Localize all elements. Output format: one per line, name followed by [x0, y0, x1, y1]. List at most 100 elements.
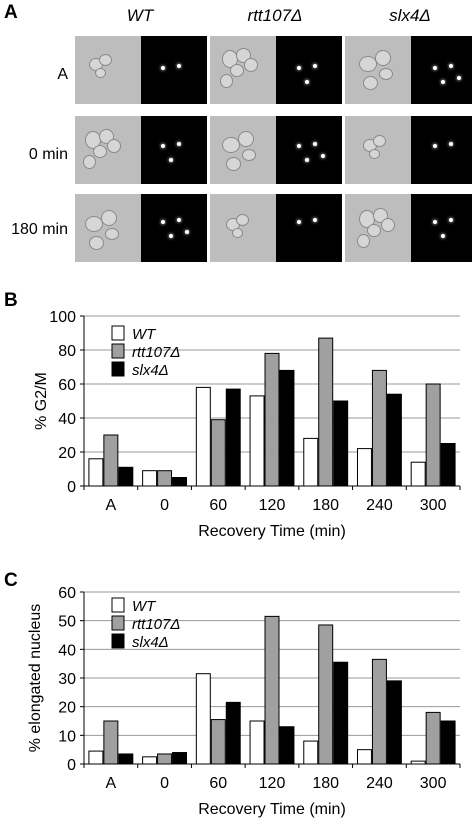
bar: [172, 752, 188, 765]
x-tick-label: 240: [366, 497, 393, 514]
x-tick-label: 300: [420, 497, 447, 514]
legend-label: WT: [132, 326, 157, 343]
bar: [303, 740, 319, 765]
nucleus-dot: [441, 80, 445, 84]
x-tick-label: 180: [312, 497, 339, 514]
fluorescence-image: [141, 194, 207, 262]
fluorescence-image: [411, 116, 472, 184]
bar: [386, 680, 402, 765]
dic-image: [210, 194, 276, 262]
y-tick-label: 20: [58, 700, 76, 717]
bar: [318, 624, 334, 765]
panel-letter-b: B: [4, 290, 18, 311]
fluorescence-image: [141, 36, 207, 104]
bar: [279, 369, 295, 487]
yeast-cell: [373, 135, 386, 147]
nucleus-dot: [177, 64, 181, 68]
yeast-cell: [101, 210, 117, 226]
x-tick-label: A: [106, 497, 117, 514]
nucleus-dot: [449, 142, 453, 146]
yeast-cell: [238, 131, 254, 147]
yeast-cell: [367, 224, 381, 237]
nucleus-dot: [313, 218, 317, 222]
y-tick-label: 0: [67, 757, 76, 774]
dic-image: [75, 36, 141, 104]
panel-letter-c: C: [4, 570, 18, 591]
y-tick-label: 0: [67, 479, 76, 496]
nucleus-dot: [449, 218, 453, 222]
y-tick-label: 80: [58, 343, 76, 360]
bar: [172, 477, 188, 487]
dic-image: [210, 116, 276, 184]
x-tick-label: 240: [366, 775, 393, 792]
yeast-cell: [107, 139, 121, 153]
nucleus-dot: [313, 142, 317, 146]
bar: [118, 466, 134, 487]
bar: [103, 434, 119, 487]
bar: [386, 393, 402, 487]
dic-image: [345, 36, 411, 104]
fluorescence-image: [276, 36, 342, 104]
bar: [440, 720, 456, 765]
dic-image: [345, 194, 411, 262]
legend-swatch: [111, 361, 125, 377]
nucleus-dot: [297, 66, 301, 70]
yeast-cell: [226, 157, 241, 171]
bar: [279, 726, 295, 765]
bar: [118, 753, 134, 765]
yeast-cell: [375, 50, 391, 66]
bar: [356, 448, 372, 487]
yeast-cell: [363, 76, 378, 90]
bar: [425, 711, 441, 765]
yeast-cell: [232, 228, 243, 238]
bar: [440, 443, 456, 487]
legend-label: rtt107Δ: [132, 344, 180, 361]
bar: [88, 458, 104, 487]
bar: [142, 756, 158, 765]
yeast-cell: [83, 155, 96, 169]
yeast-cell: [357, 234, 370, 248]
yeast-cell: [95, 68, 106, 78]
nucleus-dot: [177, 142, 181, 146]
y-tick-label: 50: [58, 614, 76, 631]
nucleus-dot: [297, 220, 301, 224]
legend-swatch: [111, 343, 125, 359]
bar: [195, 386, 211, 487]
x-tick-label: 0: [160, 497, 169, 514]
bar: [88, 750, 104, 765]
x-tick-label: 0: [160, 775, 169, 792]
yeast-cell: [105, 228, 119, 240]
bar: [318, 337, 334, 487]
yeast-cell: [369, 149, 380, 159]
nucleus-dot: [169, 234, 173, 238]
genotype-label-wt: WT: [126, 6, 154, 25]
yeast-cell: [359, 56, 377, 72]
legend-label: slx4Δ: [132, 634, 169, 651]
x-axis-label: Recovery Time (min): [198, 523, 346, 540]
x-tick-label: 180: [312, 775, 339, 792]
x-tick-label: 300: [420, 775, 447, 792]
yeast-cell: [85, 216, 103, 232]
x-axis-label: Recovery Time (min): [198, 801, 346, 818]
yeast-cell: [222, 137, 240, 153]
bar: [371, 369, 387, 487]
y-tick-label: 40: [58, 642, 76, 659]
yeast-cell: [230, 64, 244, 77]
genotype-label-rtt107: rtt107Δ: [247, 6, 303, 25]
nucleus-dot: [449, 64, 453, 68]
bar: [210, 419, 226, 487]
x-tick-label: 120: [259, 497, 286, 514]
legend-label: WT: [132, 598, 157, 615]
y-tick-label: 20: [58, 445, 76, 462]
yeast-cell: [379, 68, 393, 80]
nucleus-dot: [169, 158, 173, 162]
bar: [157, 470, 173, 487]
bar: [195, 673, 211, 765]
bar: [225, 388, 241, 487]
legend-swatch: [111, 633, 125, 649]
bar: [264, 615, 280, 765]
legend-swatch: [111, 597, 125, 613]
yeast-cell: [242, 149, 256, 161]
chart-elongated-nucleus: 0 10 20 30 40 50 60 A 0 60 120 180 240 300 % elongat…: [27, 585, 461, 818]
x-tick-label: 60: [209, 775, 227, 792]
